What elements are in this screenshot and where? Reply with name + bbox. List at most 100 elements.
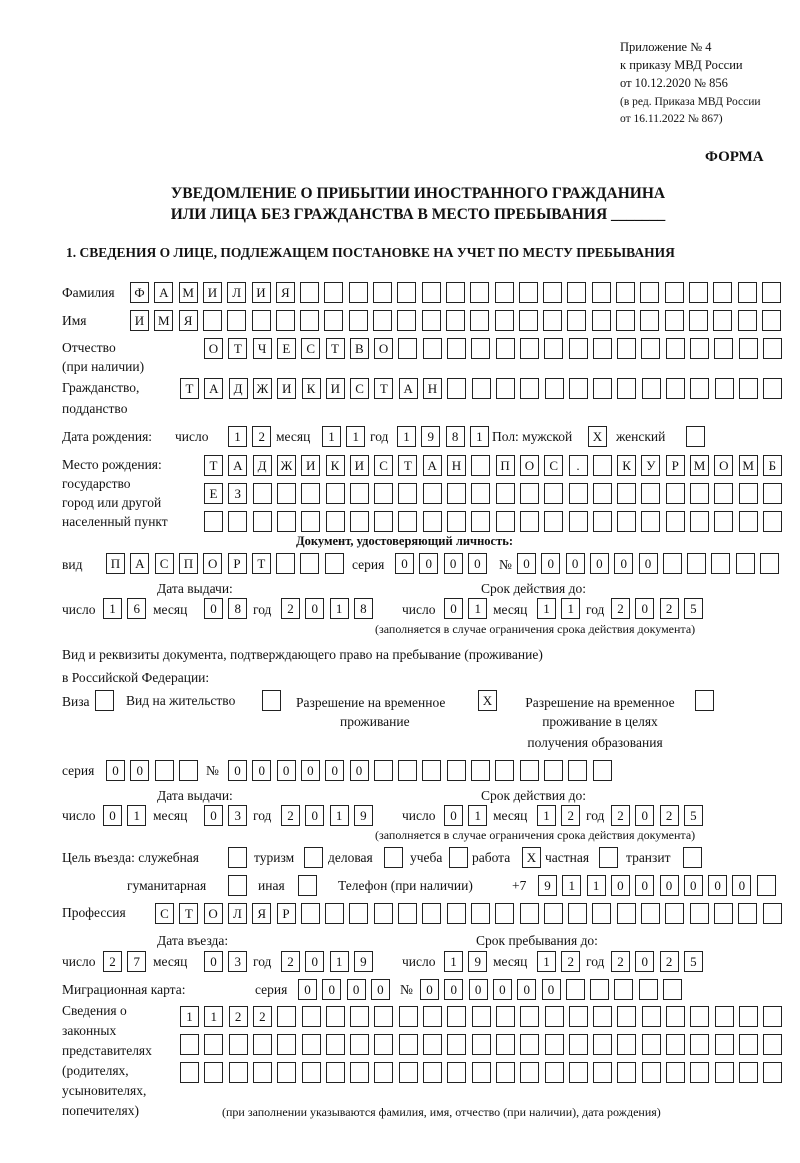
p-private-checkbox[interactable] <box>599 847 618 868</box>
id-number-char-box[interactable] <box>711 553 731 574</box>
reps-3-char-box[interactable] <box>252 1062 272 1083</box>
reps-3-char-box[interactable] <box>520 1062 540 1083</box>
rd-valid-month-char-box[interactable]: 1 <box>537 805 556 826</box>
birthplace-1-char-box[interactable]: У <box>641 455 661 476</box>
p-study-checkbox[interactable] <box>449 847 468 868</box>
rd-number-char-box[interactable] <box>398 760 418 781</box>
reps-2-char-box[interactable] <box>666 1034 685 1055</box>
reps-3-char-box[interactable] <box>763 1062 783 1083</box>
birthplace-1-char-box[interactable]: Р <box>665 455 685 476</box>
reps-3-char-box[interactable] <box>738 1062 758 1083</box>
rd-valid-year-char-box[interactable]: 0 <box>635 805 655 826</box>
reps-1-char-box[interactable] <box>568 1006 588 1027</box>
birth-year-char-box[interactable]: 9 <box>421 426 441 447</box>
reps-1-char-box[interactable]: 2 <box>252 1006 272 1027</box>
name-char-box[interactable] <box>640 310 660 331</box>
rd-issue-year-char-box[interactable]: 1 <box>329 805 349 826</box>
id-number-char-box[interactable] <box>687 553 707 574</box>
id-number-char-box[interactable] <box>735 553 755 574</box>
reps-3-char-box[interactable] <box>641 1062 661 1083</box>
reps-3-char-box[interactable] <box>495 1062 515 1083</box>
rd-issue-year-char-box[interactable]: 9 <box>353 805 373 826</box>
patronymic-char-box[interactable]: С <box>301 338 321 359</box>
birthplace-2-char-box[interactable] <box>471 483 491 504</box>
profession-char-box[interactable] <box>616 903 636 924</box>
reps-3-char-box[interactable] <box>447 1062 467 1083</box>
reps-2-char-box[interactable] <box>350 1034 370 1055</box>
p-other-checkbox[interactable] <box>298 875 317 896</box>
birthplace-2-char-box[interactable] <box>519 483 539 504</box>
profession-char-box[interactable]: С <box>155 903 174 924</box>
id-kind-char-box[interactable]: О <box>203 553 223 574</box>
birthplace-1-char-box[interactable]: К <box>617 455 637 476</box>
sex-male-checkbox[interactable]: X <box>588 426 607 447</box>
id-number-char-box[interactable]: 0 <box>589 553 609 574</box>
citizenship-char-box[interactable]: Д <box>228 378 248 399</box>
rd-number-char-box[interactable] <box>568 760 588 781</box>
profession-char-box[interactable] <box>325 903 345 924</box>
reps-2-char-box[interactable] <box>520 1034 540 1055</box>
reps-1-char-box[interactable] <box>374 1006 394 1027</box>
birthplace-2-char-box[interactable] <box>738 483 758 504</box>
id-kind-char-box[interactable]: С <box>154 553 174 574</box>
surname-char-box[interactable] <box>664 282 684 303</box>
name-char-box[interactable] <box>591 310 611 331</box>
birthplace-1-char-box[interactable]: М <box>738 455 758 476</box>
citizenship-char-box[interactable]: А <box>398 378 418 399</box>
rd-issue-day-char-box[interactable]: 0 <box>103 805 122 826</box>
stay-day-char-box[interactable]: 9 <box>468 951 488 972</box>
surname-char-box[interactable] <box>591 282 611 303</box>
birthplace-2-char-box[interactable] <box>252 483 272 504</box>
birthplace-2-char-box[interactable] <box>422 483 442 504</box>
reps-3-char-box[interactable] <box>471 1062 491 1083</box>
id-issue-year-char-box[interactable]: 8 <box>353 598 373 619</box>
reps-2-char-box[interactable] <box>495 1034 515 1055</box>
mc-number-char-box[interactable]: 0 <box>444 979 464 1000</box>
birthplace-1-char-box[interactable]: Б <box>762 455 782 476</box>
id-kind-char-box[interactable]: А <box>130 553 150 574</box>
id-number-char-box[interactable]: 0 <box>614 553 634 574</box>
birthplace-1-char-box[interactable] <box>471 455 491 476</box>
citizenship-char-box[interactable] <box>666 378 685 399</box>
reps-1-char-box[interactable] <box>617 1006 637 1027</box>
reps-2-char-box[interactable] <box>374 1034 394 1055</box>
surname-char-box[interactable] <box>421 282 441 303</box>
id-issue-day-char-box[interactable]: 6 <box>127 598 147 619</box>
surname-char-box[interactable] <box>324 282 344 303</box>
reps-2-char-box[interactable] <box>228 1034 248 1055</box>
birthplace-2-char-box[interactable] <box>325 483 345 504</box>
name-char-box[interactable] <box>348 310 368 331</box>
reps-2-char-box[interactable] <box>593 1034 613 1055</box>
birthplace-3-char-box[interactable] <box>325 511 345 532</box>
id-number-char-box[interactable] <box>662 553 682 574</box>
phone-char-box[interactable]: 0 <box>659 875 679 896</box>
reps-1-char-box[interactable] <box>325 1006 345 1027</box>
surname-char-box[interactable] <box>300 282 320 303</box>
patronymic-char-box[interactable] <box>665 338 685 359</box>
mc-series-char-box[interactable]: 0 <box>346 979 366 1000</box>
profession-char-box[interactable] <box>689 903 709 924</box>
p-work-checkbox[interactable]: X <box>522 847 541 868</box>
birthplace-1-char-box[interactable]: К <box>325 455 345 476</box>
entry-day-char-box[interactable]: 7 <box>127 951 147 972</box>
patronymic-char-box[interactable]: О <box>374 338 394 359</box>
birthplace-3-char-box[interactable] <box>252 511 272 532</box>
birthplace-3-char-box[interactable] <box>519 511 539 532</box>
surname-char-box[interactable] <box>470 282 490 303</box>
citizenship-char-box[interactable] <box>738 378 758 399</box>
reps-3-char-box[interactable] <box>204 1062 224 1083</box>
reps-3-char-box[interactable] <box>350 1062 370 1083</box>
birthplace-2-char-box[interactable] <box>495 483 515 504</box>
entry-year-char-box[interactable]: 2 <box>281 951 300 972</box>
birthplace-2-char-box[interactable] <box>301 483 321 504</box>
id-valid-year-char-box[interactable]: 2 <box>611 598 630 619</box>
id-series-char-box[interactable]: 0 <box>467 553 487 574</box>
profession-char-box[interactable] <box>495 903 515 924</box>
entry-year-char-box[interactable]: 0 <box>305 951 325 972</box>
id-valid-day-char-box[interactable]: 1 <box>468 598 488 619</box>
phone-char-box[interactable]: 1 <box>562 875 582 896</box>
patronymic-char-box[interactable] <box>738 338 758 359</box>
birthplace-3-char-box[interactable] <box>690 511 709 532</box>
patronymic-char-box[interactable] <box>447 338 466 359</box>
rd-number-char-box[interactable] <box>519 760 539 781</box>
